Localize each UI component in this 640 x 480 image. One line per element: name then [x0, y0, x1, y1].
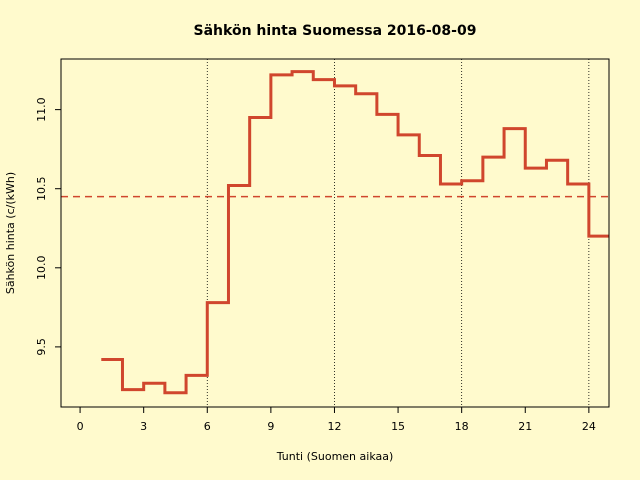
- chart-title: Sähkön hinta Suomessa 2016-08-09: [194, 23, 477, 39]
- x-tick-label: 9: [267, 420, 274, 433]
- y-tick-label: 10.0: [35, 256, 48, 281]
- x-tick-label: 15: [391, 420, 405, 433]
- x-axis-label: Tunti (Suomen aikaa): [276, 450, 394, 463]
- y-tick-label: 9.5: [35, 338, 48, 356]
- x-tick-label: 18: [455, 420, 469, 433]
- x-tick-label: 6: [204, 420, 211, 433]
- y-axis-label: Sähkön hinta (c/(kWh): [4, 172, 17, 294]
- y-tick-label: 11.0: [35, 97, 48, 122]
- plot-frame: [60, 58, 610, 408]
- y-tick-label: 10.5: [35, 176, 48, 201]
- step-line: [101, 70, 609, 395]
- x-tick-label: 3: [140, 420, 147, 433]
- x-tick-label: 0: [77, 420, 84, 433]
- x-tick-label: 12: [327, 420, 341, 433]
- x-tick-label: 24: [582, 420, 596, 433]
- x-tick-label: 21: [518, 420, 532, 433]
